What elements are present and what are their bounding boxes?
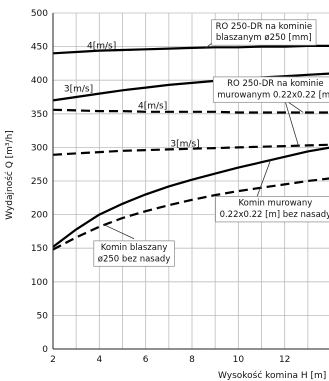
- y-tick-label: 150: [31, 244, 48, 254]
- speed-label: 3[m/s]: [64, 84, 93, 94]
- annotation-box: [211, 19, 317, 46]
- series-line-3: [52, 108, 329, 114]
- x-tick-label: 4: [96, 355, 102, 365]
- annotation-text: Komin blaszany: [101, 243, 168, 253]
- annotation-text: RO 250-DR na kominie: [216, 22, 312, 32]
- annotation-text: murowanym 0.22x0.22 [m]: [217, 90, 329, 100]
- y-axis-label: Wydajność Q [m³/h]: [4, 130, 15, 220]
- x-tick-label: 10: [233, 355, 245, 365]
- annotation-text: blaszanym ø250 [mm]: [216, 33, 312, 43]
- leader-line: [256, 159, 272, 198]
- y-tick-label: 100: [31, 278, 48, 288]
- speed-label: 3[m/s]: [170, 139, 199, 149]
- leader-line: [103, 224, 135, 240]
- x-tick-label: 8: [189, 355, 195, 365]
- x-axis-label: Wysokość komina H [m]: [218, 370, 326, 381]
- series-line-2: [52, 72, 329, 102]
- series-line-5: [52, 146, 329, 248]
- annotation-text: Komin murowany: [238, 199, 312, 209]
- y-tick-label: 50: [37, 311, 49, 321]
- speed-label: 4[m/s]: [87, 41, 116, 51]
- speed-label: 4[m/s]: [138, 102, 167, 112]
- y-tick-label: 500: [31, 9, 48, 19]
- series-lines: [52, 44, 329, 251]
- y-tick-label: 350: [31, 110, 48, 120]
- tick-labels: 050100150200250300350400450500246810121: [31, 9, 329, 365]
- annotation-box: [215, 196, 329, 223]
- y-tick-label: 0: [42, 345, 48, 355]
- leader-line: [284, 99, 299, 147]
- y-tick-label: 400: [31, 76, 48, 86]
- series-line-6: [52, 177, 329, 251]
- series-line-4: [52, 143, 329, 156]
- annotation-text: RO 250-DR na kominie: [227, 79, 323, 89]
- annotation-box: [212, 76, 329, 103]
- speed-labels: 4[m/s] 3[m/s] 4[m/s] 3[m/s]: [64, 41, 200, 149]
- y-tick-label: 250: [31, 177, 48, 187]
- plot-frame: [52, 13, 329, 350]
- y-tick-label: 200: [31, 211, 48, 221]
- y-tick-label: 300: [31, 143, 48, 153]
- x-tick-label: 2: [50, 355, 56, 365]
- x-tick-label: 6: [143, 355, 149, 365]
- annotation-text: ø250 bez nasady: [98, 254, 171, 264]
- series-line-1: [52, 44, 329, 55]
- annotation-text: 0.22x0.22 [m] bez nasady: [220, 210, 329, 220]
- x-tick-label: 12: [279, 355, 290, 365]
- y-tick-label: 450: [31, 43, 48, 53]
- annotation-box: [93, 240, 175, 267]
